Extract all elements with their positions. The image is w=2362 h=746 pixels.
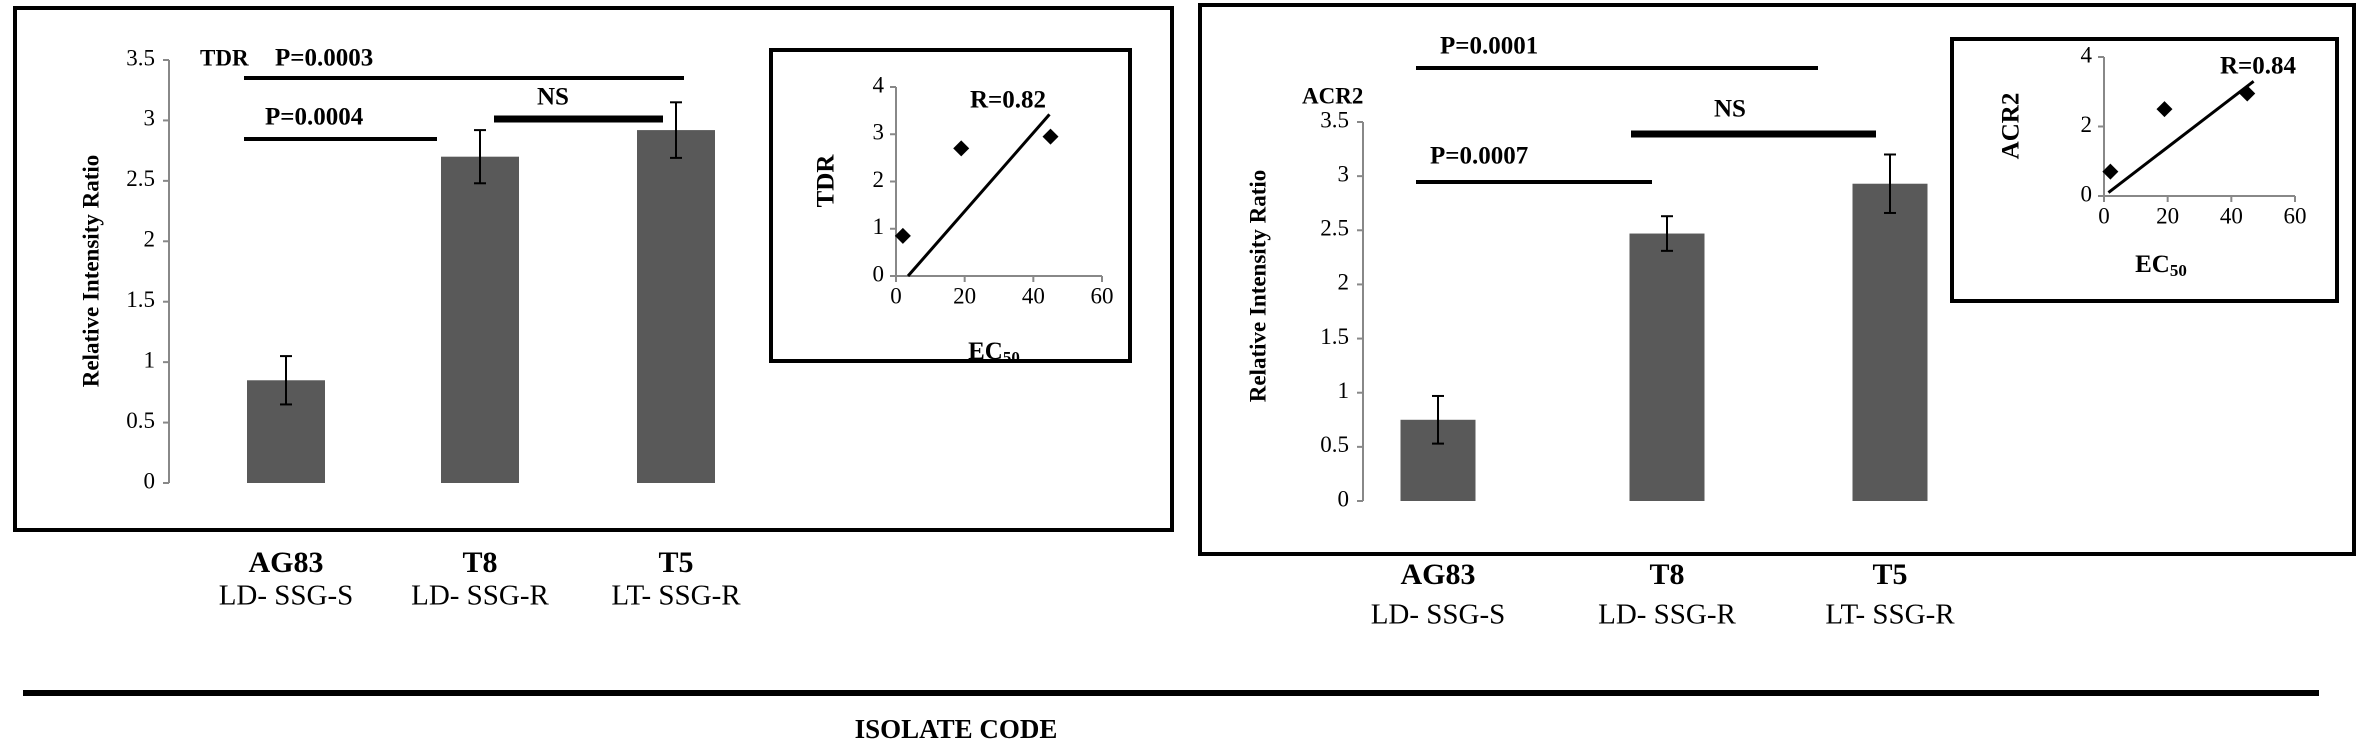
y-axis-label: Relative Intensity Ratio	[78, 155, 103, 388]
category-sublabel: LT- SSG-R	[611, 580, 741, 612]
bar	[1852, 183, 1928, 502]
x-axis-label-main: EC	[2135, 251, 2170, 278]
y-tick-label: 1	[144, 347, 156, 372]
y-tick-label: 0	[1338, 486, 1350, 511]
correlation-label: R=0.82	[970, 87, 1046, 114]
category-sublabel: LD- SSG-S	[219, 580, 354, 612]
y-tick-label: 2	[1338, 270, 1350, 295]
category-label: T8	[1649, 558, 1684, 591]
y-tick-label: 2.5	[126, 166, 155, 191]
y-tick-label: 0	[2081, 181, 2093, 206]
y-tick-label: 3.5	[1320, 107, 1349, 132]
y-tick-label: 1	[873, 214, 885, 239]
bar	[1629, 233, 1705, 501]
y-tick-label: 0	[144, 468, 156, 493]
category-sublabel: LD- SSG-R	[1598, 599, 1736, 631]
y-tick-label: 3.5	[126, 45, 155, 70]
y-tick-label: 2	[2081, 112, 2093, 137]
x-axis-label-subscript: 50	[2170, 261, 2187, 280]
y-axis-label: ACR2	[1998, 93, 2025, 160]
significance-label: P=0.0001	[1440, 33, 1538, 60]
panel-title: TDR	[200, 45, 249, 70]
data-point	[953, 140, 970, 157]
x-axis-label: EC50	[2135, 251, 2187, 280]
y-tick-label: 1.5	[126, 287, 155, 312]
x-axis-label: EC50	[968, 338, 1020, 367]
trendline	[906, 113, 1051, 277]
x-tick-label: 0	[890, 283, 902, 308]
error-bar	[670, 101, 682, 159]
category-sublabel: LD- SSG-S	[1371, 599, 1506, 631]
category-label: T8	[462, 546, 497, 579]
category-label: AG83	[1401, 558, 1476, 591]
y-tick-label: 3	[1338, 161, 1350, 186]
x-tick-label: 40	[1022, 283, 1045, 308]
significance-label: NS	[1714, 96, 1746, 123]
y-tick-label: 3	[873, 120, 885, 145]
error-bar	[1884, 153, 1896, 214]
significance-label: P=0.0004	[265, 104, 364, 131]
inset-frame	[1950, 37, 2339, 303]
data-point	[2239, 85, 2256, 102]
error-bar	[280, 355, 292, 406]
panel-title: ACR2	[1302, 83, 1363, 108]
significance-label: P=0.0003	[275, 45, 373, 72]
x-tick-label: 20	[2156, 203, 2179, 228]
error-bar	[1661, 215, 1673, 252]
x-tick-label: 40	[2220, 203, 2243, 228]
panel-frame	[1198, 3, 2356, 556]
category-sublabel: LT- SSG-R	[1825, 599, 1955, 631]
y-tick-label: 0.5	[1320, 432, 1349, 457]
x-tick-label: 20	[953, 283, 976, 308]
y-tick-label: 4	[2081, 42, 2093, 67]
y-tick-label: 2	[873, 167, 885, 192]
x-tick-label: 60	[2284, 203, 2307, 228]
significance-label: P=0.0007	[1430, 143, 1528, 170]
y-axis-label: TDR	[813, 154, 840, 208]
category-sublabel: LD- SSG-R	[411, 580, 549, 612]
bar	[637, 130, 715, 483]
y-tick-label: 2.5	[1320, 216, 1349, 241]
y-tick-label: 1	[1338, 378, 1350, 403]
x-axis-label-subscript: 50	[1003, 348, 1020, 367]
y-tick-label: 4	[873, 72, 885, 97]
x-axis-label-main: EC	[968, 338, 1003, 365]
x-tick-label: 0	[2098, 203, 2110, 228]
inset-frame	[769, 48, 1132, 363]
category-label: T5	[658, 546, 693, 579]
y-tick-label: 3	[144, 106, 156, 131]
correlation-label: R=0.84	[2220, 53, 2297, 80]
y-tick-label: 0	[873, 261, 885, 286]
footer-label: ISOLATE CODE	[855, 714, 1058, 744]
data-point	[894, 227, 911, 244]
trendline	[2107, 80, 2255, 194]
category-label: T5	[1872, 558, 1907, 591]
error-bar	[474, 129, 486, 185]
significance-label: NS	[537, 84, 569, 111]
y-tick-label: 2	[144, 227, 156, 252]
category-label: AG83	[249, 546, 324, 579]
error-bar	[1432, 394, 1444, 445]
bar	[441, 156, 519, 483]
data-point	[2102, 163, 2119, 180]
y-tick-label: 0.5	[126, 408, 155, 433]
y-axis-label: Relative Intensity Ratio	[1245, 170, 1270, 403]
y-tick-label: 1.5	[1320, 324, 1349, 349]
panel-frame	[13, 6, 1174, 532]
data-point	[2156, 101, 2173, 118]
data-point	[1042, 128, 1059, 145]
x-tick-label: 60	[1091, 283, 1114, 308]
